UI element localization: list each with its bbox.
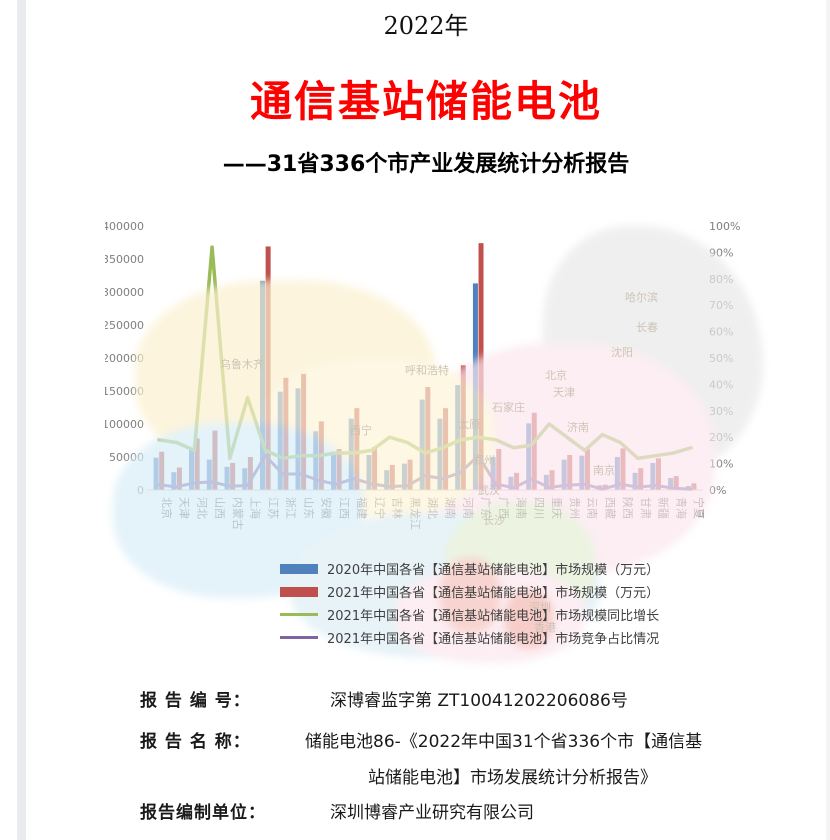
map-region-guangdong xyxy=(505,590,553,648)
sub-title: ——31省336个市产业发展统计分析报告 xyxy=(222,152,630,177)
map-city-label: 太原 xyxy=(458,418,480,431)
right-axis-tick: 10% xyxy=(709,458,733,471)
china-map-watermark xyxy=(105,218,765,670)
report-name-label: 报 告 名 称： xyxy=(140,732,251,752)
legend-item-share-line: 2021年中国各省【通信基站储能电池】市场竞争占比情况 xyxy=(280,626,659,649)
chart-legend: 2020年中国各省【通信基站储能电池】市场规模（万元） 2021年中国各省【通信… xyxy=(280,557,659,649)
report-number-label: 报 告 编 号： xyxy=(140,691,251,711)
map-city-label: 哈尔滨 xyxy=(625,291,658,304)
map-city-label: 北京 xyxy=(545,369,567,382)
map-city-label: 沈阳 xyxy=(611,346,633,359)
report-name-value-line2: 站储能电池】市场发展统计分析报告》 xyxy=(368,768,657,788)
legend-swatch-green-line xyxy=(280,613,318,616)
scan-edge-left xyxy=(17,0,26,840)
legend-swatch-purple-line xyxy=(280,636,318,639)
report-name-value-line1: 储能电池86-《2022年中国31个省336个市【通信基 xyxy=(305,732,703,752)
map-city-label: 天津 xyxy=(553,386,575,399)
map-city-label: 武汉 xyxy=(478,484,500,497)
year-title: 2022年 xyxy=(383,12,469,40)
right-axis-tick: 0% xyxy=(709,484,726,497)
report-number-value: 深博睿监字第 ZT10041202206086号 xyxy=(330,691,628,711)
left-axis-tick: 400000 xyxy=(105,220,144,233)
main-title: 通信基站储能电池 xyxy=(249,77,602,126)
report-issuer-label: 报告编制单位： xyxy=(140,803,266,823)
legend-swatch-red-bar xyxy=(280,586,318,597)
left-axis-tick: 200000 xyxy=(105,352,144,365)
map-city-label: 香港 xyxy=(534,621,556,634)
market-chart: 乌鲁木齐 呼和浩特 北京天津石家庄 太原 济南 西宁郑州南京武汉长沙 哈尔滨长春 沈阳深圳香港… xyxy=(102,218,765,670)
report-cover-page: 2022年 通信基站储能电池 ——31省336个市产业发展统计分析报告 乌鲁木齐… xyxy=(26,0,826,840)
map-city-label: 乌鲁木齐 xyxy=(220,358,264,371)
legend-label: 2020年中国各省【通信基站储能电池】市场规模（万元） xyxy=(327,563,660,578)
legend-item-2021-bar: 2021年中国各省【通信基站储能电池】市场规模（万元） xyxy=(280,580,659,603)
legend-swatch-blue-bar xyxy=(280,563,318,574)
left-axis-tick: 350000 xyxy=(105,253,144,266)
scan-edge-right xyxy=(825,0,830,840)
legend-item-2020-bar: 2020年中国各省【通信基站储能电池】市场规模（万元） xyxy=(280,557,659,580)
report-issuer-value: 深圳博睿产业研究有限公司 xyxy=(330,803,534,823)
left-axis-tick: 250000 xyxy=(105,319,144,332)
legend-label: 2021年中国各省【通信基站储能电池】市场规模同比增长 xyxy=(327,609,660,624)
map-city-label: 深圳 xyxy=(529,601,551,614)
map-city-label: 郑州 xyxy=(473,454,495,467)
legend-label: 2021年中国各省【通信基站储能电池】市场竞争占比情况 xyxy=(327,632,660,647)
legend-item-growth-line: 2021年中国各省【通信基站储能电池】市场规模同比增长 xyxy=(280,603,659,626)
map-city-label: 长沙 xyxy=(483,514,505,527)
map-city-label: 济南 xyxy=(567,421,589,434)
map-city-label: 西宁 xyxy=(350,424,372,437)
left-axis-tick: 150000 xyxy=(105,385,144,398)
map-city-label: 南京 xyxy=(593,464,615,477)
right-axis-tick: 100% xyxy=(709,220,740,233)
map-region-central xyxy=(440,558,500,633)
map-city-label: 长春 xyxy=(636,321,658,334)
left-axis-tick: 100000 xyxy=(105,418,144,431)
map-city-label: 石家庄 xyxy=(492,401,525,414)
legend-label: 2021年中国各省【通信基站储能电池】市场规模（万元） xyxy=(327,586,660,601)
left-axis-tick: 300000 xyxy=(105,286,144,299)
map-city-label: 呼和浩特 xyxy=(405,364,449,377)
